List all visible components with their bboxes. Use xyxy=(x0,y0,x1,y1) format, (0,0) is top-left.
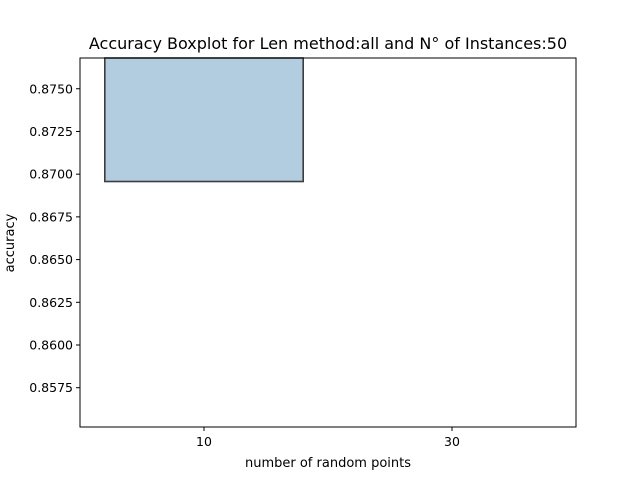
y-axis: 0.8575 0.8600 0.8625 0.8650 0.8675 0.8700 0.87… xyxy=(29,81,80,395)
y-tick-label: 0.8575 xyxy=(29,380,73,395)
box-10 xyxy=(104,57,304,183)
x-tick-label: 10 xyxy=(196,434,212,449)
y-tick-label: 0.8750 xyxy=(29,81,73,96)
x-axis: 10 30 xyxy=(196,427,460,449)
y-axis-label: accuracy xyxy=(3,213,18,272)
y-tick-label: 0.8725 xyxy=(29,124,73,139)
y-tick-label: 0.8600 xyxy=(29,338,73,353)
y-tick-label: 0.8700 xyxy=(29,167,73,182)
x-tick-label: 30 xyxy=(444,434,460,449)
y-tick-label: 0.8650 xyxy=(29,252,73,267)
boxes-group xyxy=(104,57,304,183)
plot-frame xyxy=(79,57,577,428)
chart-title: Accuracy Boxplot for Len method:all and … xyxy=(89,34,567,53)
y-tick-label: 0.8625 xyxy=(29,295,73,310)
x-axis-label: number of random points xyxy=(245,456,411,471)
y-tick-label: 0.8675 xyxy=(29,209,73,224)
